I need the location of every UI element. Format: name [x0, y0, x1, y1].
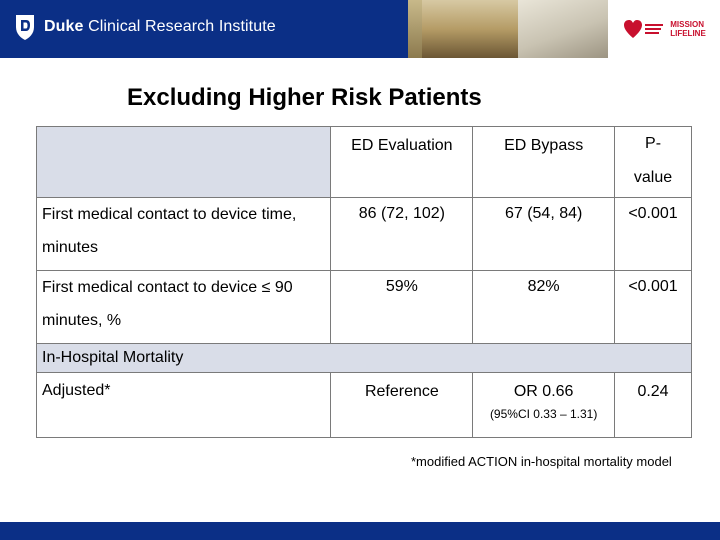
photo-strip	[408, 0, 422, 58]
section-row: In-Hospital Mortality	[36, 343, 692, 373]
brand-bold: Duke	[44, 18, 84, 35]
cell-bypass-ci: (95%CI 0.33 – 1.31)	[489, 407, 598, 421]
footnote: *modified ACTION in-hospital mortality m…	[411, 454, 672, 469]
header-p-value: P- value	[614, 126, 692, 198]
section-in-hospital-mortality: In-Hospital Mortality	[36, 343, 692, 373]
duke-logo: Duke Clinical Research Institute	[14, 12, 276, 42]
table-row: First medical contact to device ≤ 90 min…	[35, 270, 692, 344]
row-label-fmc-time: First medical contact to device time, mi…	[35, 197, 332, 271]
header-blank-cell	[35, 126, 332, 198]
mission-word: MISSION	[670, 20, 704, 29]
cell-evaluation: 59%	[330, 270, 474, 344]
header-ed-evaluation: ED Evaluation	[330, 126, 474, 198]
cell-bypass: 82%	[472, 270, 616, 344]
partner-logos: MISSION LIFELINE	[608, 0, 720, 58]
hospital-building-photo	[422, 0, 518, 58]
results-table: ED Evaluation ED Bypass P- value First m…	[35, 126, 692, 438]
mission-lifeline-logo: MISSION LIFELINE	[670, 20, 706, 38]
row-label-fmc-90: First medical contact to device ≤ 90 min…	[35, 270, 332, 344]
cell-evaluation: 86 (72, 102)	[330, 197, 474, 271]
table-row: Adjusted* Reference OR 0.66 (95%CI 0.33 …	[35, 372, 692, 438]
header-photos	[408, 0, 608, 58]
table-header-row: ED Evaluation ED Bypass P- value	[35, 126, 692, 198]
table-row: First medical contact to device time, mi…	[35, 197, 692, 271]
header-ed-bypass: ED Bypass	[472, 126, 616, 198]
brand-rest: Clinical Research Institute	[83, 18, 276, 35]
cell-evaluation: Reference	[330, 372, 474, 438]
header-bar: Duke Clinical Research Institute MISSION…	[0, 0, 720, 58]
duke-shield-icon	[16, 15, 34, 40]
aha-heart-icon	[624, 20, 664, 38]
cell-bypass: 67 (54, 84)	[472, 197, 616, 271]
cell-p-value: <0.001	[614, 270, 692, 344]
cell-p-value: <0.001	[614, 197, 692, 271]
footer-bar	[0, 522, 720, 540]
lifeline-word: LIFELINE	[670, 29, 706, 38]
slide-title: Excluding Higher Risk Patients	[127, 84, 482, 111]
cell-bypass: OR 0.66 (95%CI 0.33 – 1.31)	[472, 372, 616, 438]
tablet-photo	[518, 0, 608, 58]
cell-bypass-value: OR 0.66	[513, 383, 574, 400]
row-label-adjusted: Adjusted*	[35, 372, 332, 438]
cell-p-value: 0.24	[614, 372, 692, 438]
